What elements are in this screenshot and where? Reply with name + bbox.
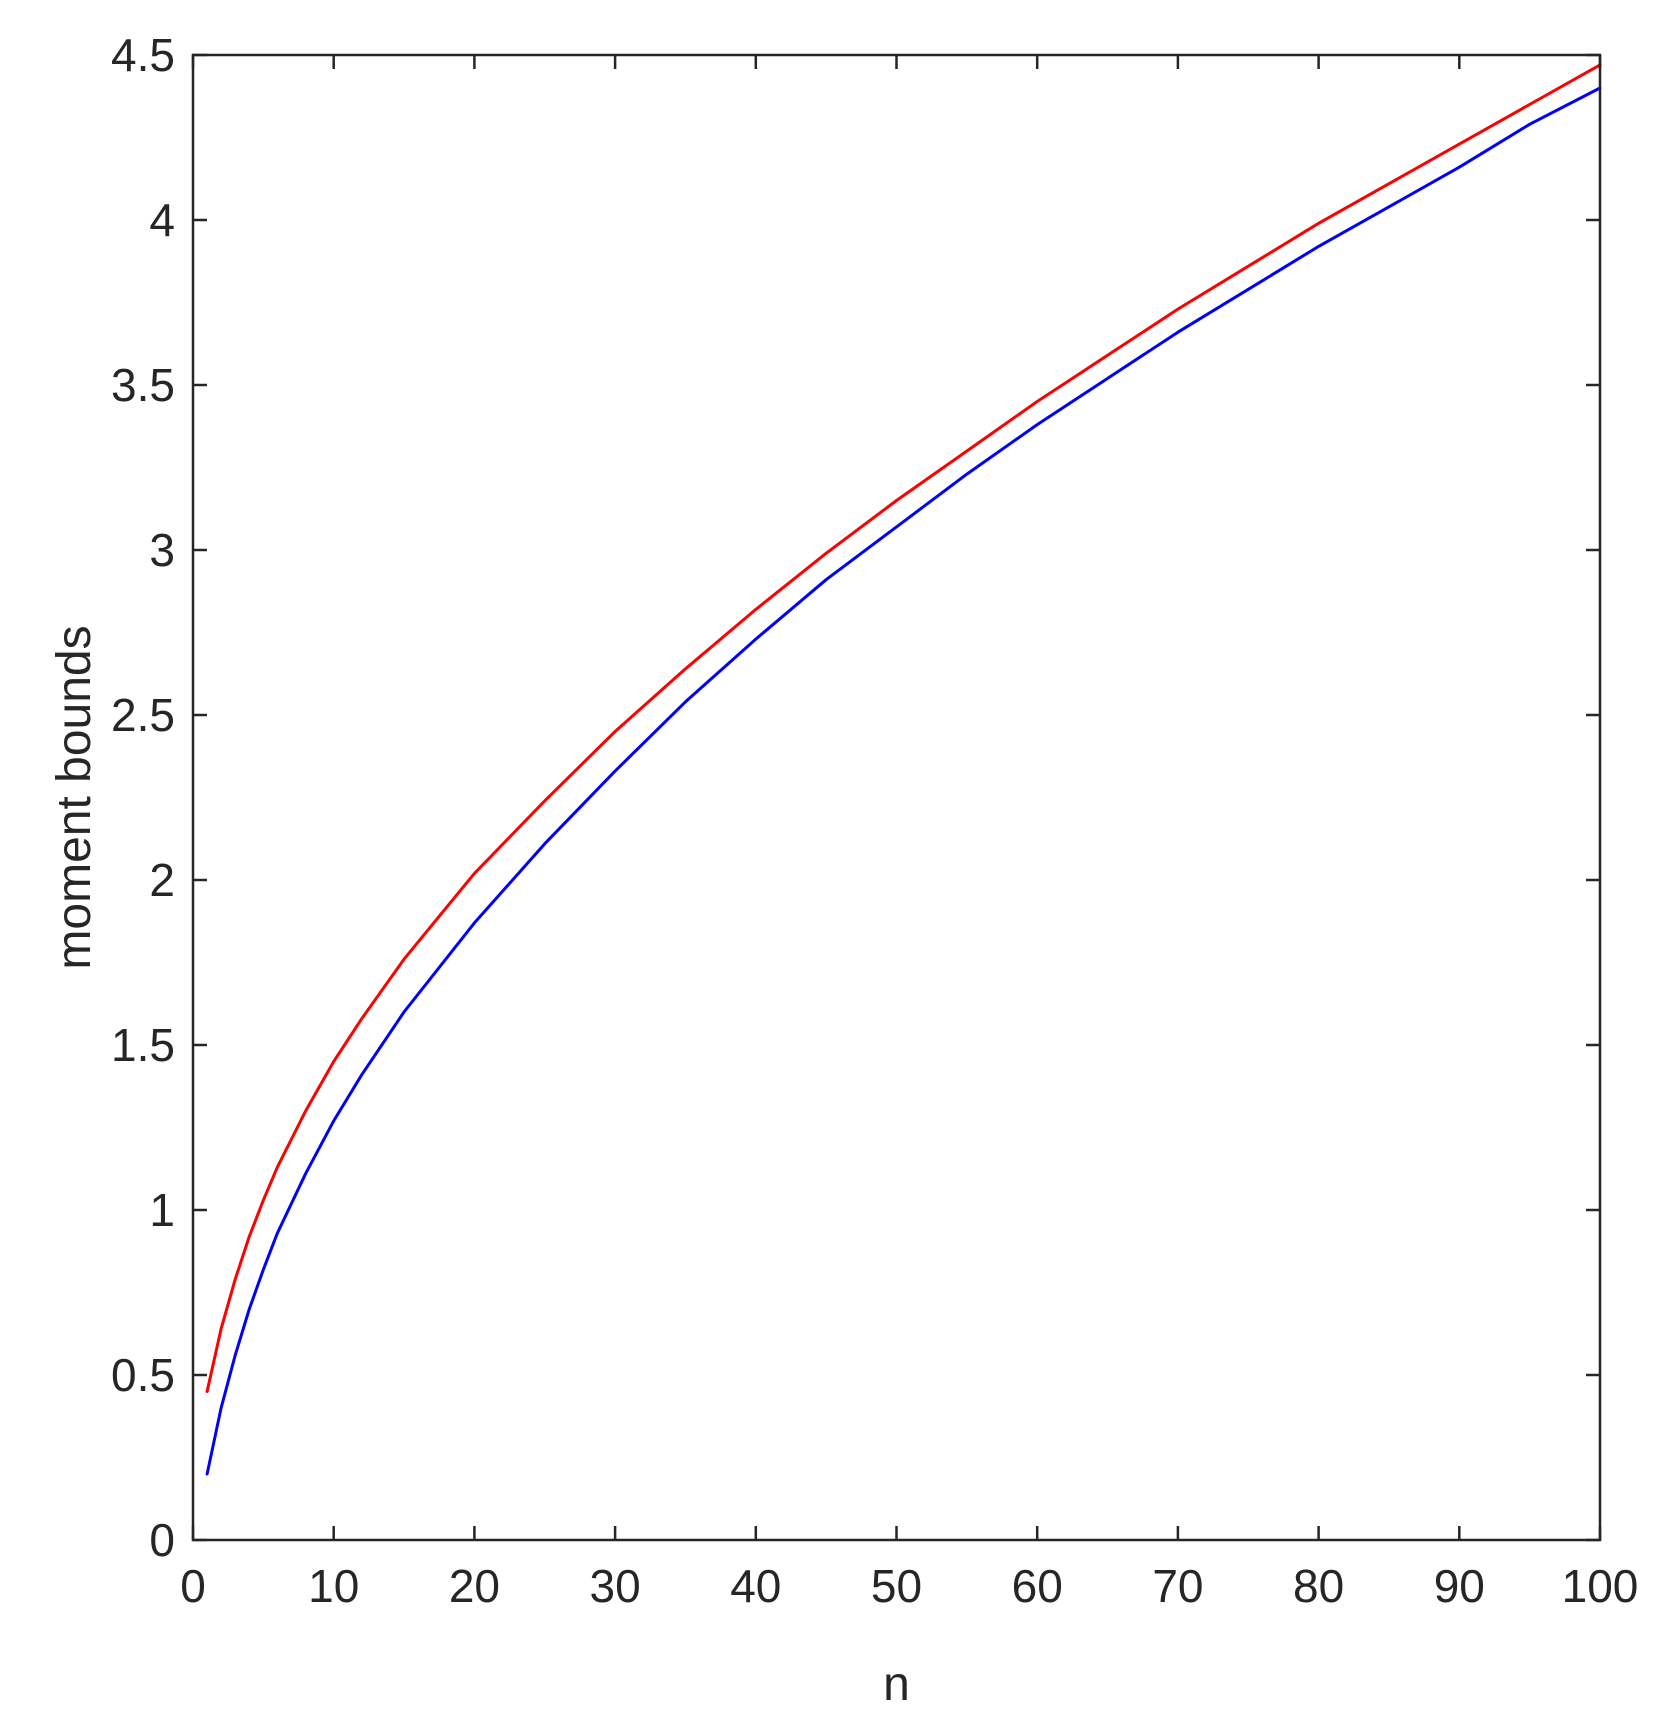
- y-tick-label: 2.5: [111, 689, 175, 741]
- tick-layer: 0 10 20 30 40 50 60 70 80 90 100 0 0.5 1 1.5 2 2.5 3 3.5 4 4…: [111, 29, 1638, 1612]
- x-tick-label: 0: [180, 1560, 206, 1612]
- x-tick-label: 20: [449, 1560, 500, 1612]
- series-layer: [205, 63, 1602, 1476]
- x-tick-label: 80: [1293, 1560, 1344, 1612]
- x-tick-label: 40: [730, 1560, 781, 1612]
- axes-frame: [191, 53, 1602, 1542]
- plot-area: [193, 55, 1600, 1540]
- y-tick-label: 1.5: [111, 1019, 175, 1071]
- x-tick-label: 90: [1434, 1560, 1485, 1612]
- x-tick-label: 10: [308, 1560, 359, 1612]
- x-axis-label: n: [883, 1658, 910, 1711]
- y-tick-label: 3.5: [111, 359, 175, 411]
- series-line-2: [205, 86, 1602, 1476]
- y-tick-label: 4.5: [111, 29, 175, 81]
- y-tick-label: 0: [149, 1514, 175, 1566]
- x-tick-label: 50: [871, 1560, 922, 1612]
- y-tick-label: 3: [149, 524, 175, 576]
- x-tick-label: 30: [590, 1560, 641, 1612]
- series-line-1: [205, 63, 1602, 1393]
- y-tick-label: 1: [149, 1184, 175, 1236]
- y-tick-label: 2: [149, 854, 175, 906]
- y-axis-label: moment bounds: [48, 625, 101, 969]
- x-tick-label: 100: [1562, 1560, 1639, 1612]
- x-tick-label: 70: [1152, 1560, 1203, 1612]
- y-tick-label: 0.5: [111, 1349, 175, 1401]
- x-tick-label: 60: [1012, 1560, 1063, 1612]
- y-tick-label: 4: [149, 194, 175, 246]
